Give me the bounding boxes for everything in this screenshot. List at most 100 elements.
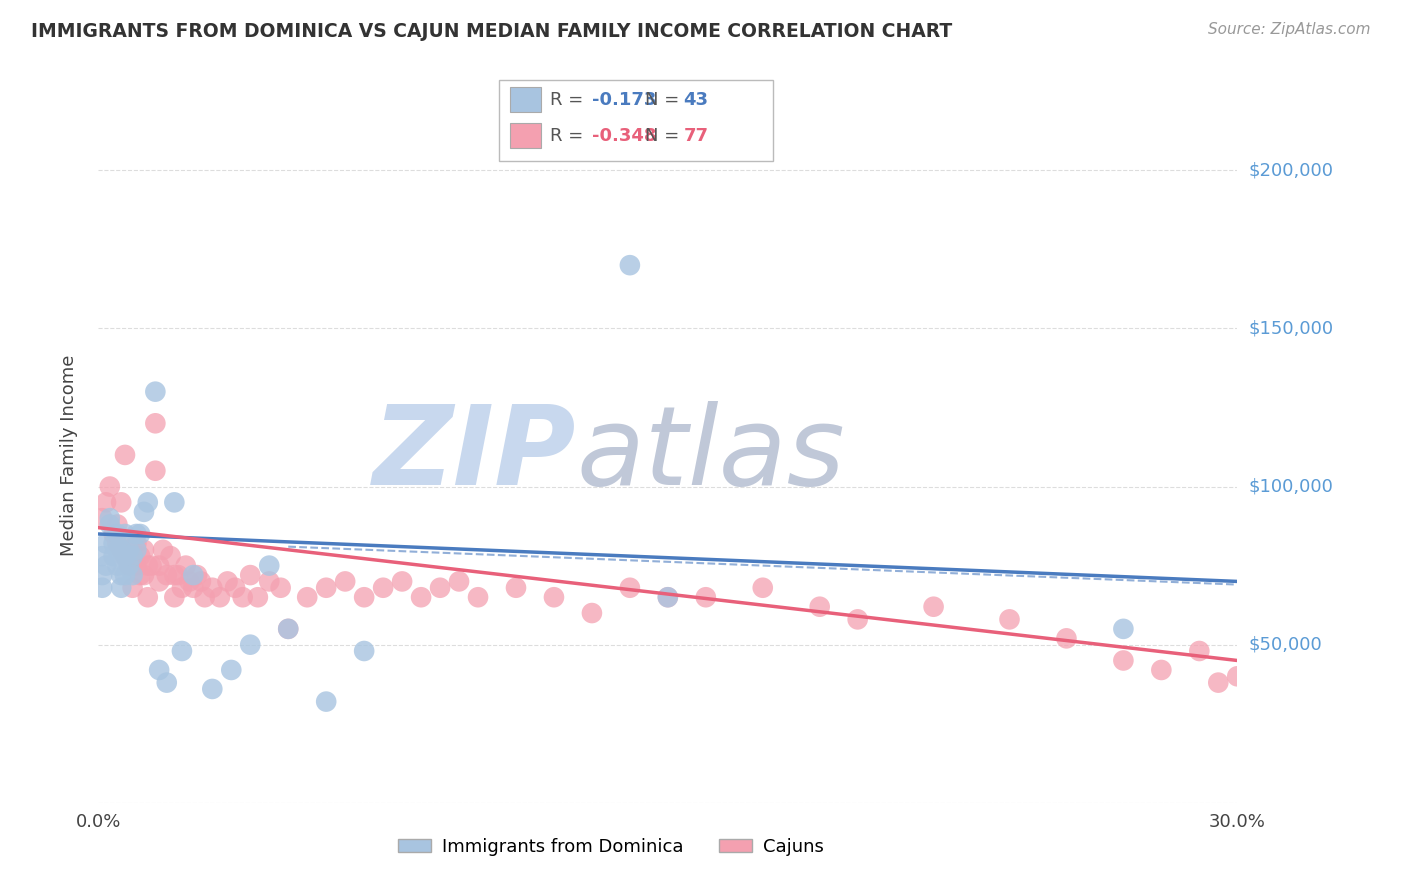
- Point: [239, 568, 262, 582]
- Point: [103, 536, 125, 550]
- Point: [145, 417, 167, 431]
- Point: [1208, 675, 1230, 690]
- Point: [132, 568, 155, 582]
- Point: [695, 591, 717, 605]
- Point: [922, 599, 945, 614]
- Point: [132, 505, 155, 519]
- Point: [259, 558, 281, 573]
- Point: [217, 574, 239, 589]
- Point: [170, 581, 193, 595]
- Point: [94, 558, 117, 573]
- Point: [846, 612, 869, 626]
- Point: [107, 542, 129, 557]
- Point: [270, 581, 292, 595]
- Point: [581, 606, 603, 620]
- Point: [148, 558, 170, 573]
- Point: [141, 558, 163, 573]
- Point: [208, 591, 231, 605]
- Point: [114, 448, 136, 462]
- Y-axis label: Median Family Income: Median Family Income: [59, 354, 77, 556]
- Point: [98, 479, 121, 493]
- Point: [156, 675, 179, 690]
- Point: [183, 568, 205, 582]
- Point: [277, 622, 299, 636]
- Point: [121, 581, 143, 595]
- Point: [114, 568, 136, 582]
- Text: R =: R =: [550, 127, 589, 145]
- Point: [1112, 622, 1135, 636]
- Point: [118, 558, 141, 573]
- Point: [121, 549, 143, 563]
- Point: [190, 574, 212, 589]
- Point: [239, 638, 262, 652]
- Point: [179, 574, 201, 589]
- Point: [411, 591, 433, 605]
- Text: R =: R =: [550, 91, 589, 109]
- Point: [371, 581, 394, 595]
- Point: [194, 591, 217, 605]
- Text: 77: 77: [683, 127, 709, 145]
- Point: [114, 549, 136, 563]
- Point: [110, 542, 132, 557]
- Point: [110, 542, 132, 557]
- Point: [752, 581, 775, 595]
- Point: [107, 527, 129, 541]
- Point: [1056, 632, 1078, 646]
- Point: [152, 542, 174, 557]
- Point: [107, 517, 129, 532]
- Point: [277, 622, 299, 636]
- Point: [156, 568, 179, 582]
- Point: [94, 495, 117, 509]
- Text: N =: N =: [645, 91, 685, 109]
- Text: atlas: atlas: [576, 401, 845, 508]
- Point: [91, 511, 114, 525]
- Point: [103, 549, 125, 563]
- Point: [107, 558, 129, 573]
- Point: [132, 542, 155, 557]
- Point: [110, 495, 132, 509]
- Point: [467, 591, 489, 605]
- Point: [145, 384, 167, 399]
- Point: [315, 695, 337, 709]
- Point: [121, 549, 143, 563]
- Point: [98, 511, 121, 525]
- Point: [232, 591, 254, 605]
- Text: $150,000: $150,000: [1249, 319, 1333, 337]
- Point: [107, 536, 129, 550]
- Point: [183, 581, 205, 595]
- Point: [125, 527, 148, 541]
- Point: [163, 495, 186, 509]
- Text: 43: 43: [683, 91, 709, 109]
- Point: [114, 549, 136, 563]
- Point: [110, 568, 132, 582]
- Point: [353, 591, 375, 605]
- Point: [808, 599, 831, 614]
- Point: [998, 612, 1021, 626]
- Point: [186, 568, 208, 582]
- Text: $50,000: $50,000: [1249, 636, 1322, 654]
- Point: [1188, 644, 1211, 658]
- Point: [103, 527, 125, 541]
- Point: [91, 581, 114, 595]
- Point: [391, 574, 413, 589]
- Text: $200,000: $200,000: [1249, 161, 1333, 179]
- Point: [118, 558, 141, 573]
- Point: [136, 495, 159, 509]
- Point: [1150, 663, 1173, 677]
- Text: $100,000: $100,000: [1249, 477, 1333, 496]
- Point: [129, 568, 152, 582]
- Point: [1112, 653, 1135, 667]
- Point: [505, 581, 527, 595]
- Point: [170, 644, 193, 658]
- Point: [353, 644, 375, 658]
- Text: Source: ZipAtlas.com: Source: ZipAtlas.com: [1208, 22, 1371, 37]
- Point: [449, 574, 471, 589]
- Point: [174, 558, 197, 573]
- Point: [121, 568, 143, 582]
- Text: N =: N =: [645, 127, 685, 145]
- Point: [224, 581, 246, 595]
- Point: [335, 574, 357, 589]
- Point: [543, 591, 565, 605]
- Point: [201, 581, 224, 595]
- Point: [91, 568, 114, 582]
